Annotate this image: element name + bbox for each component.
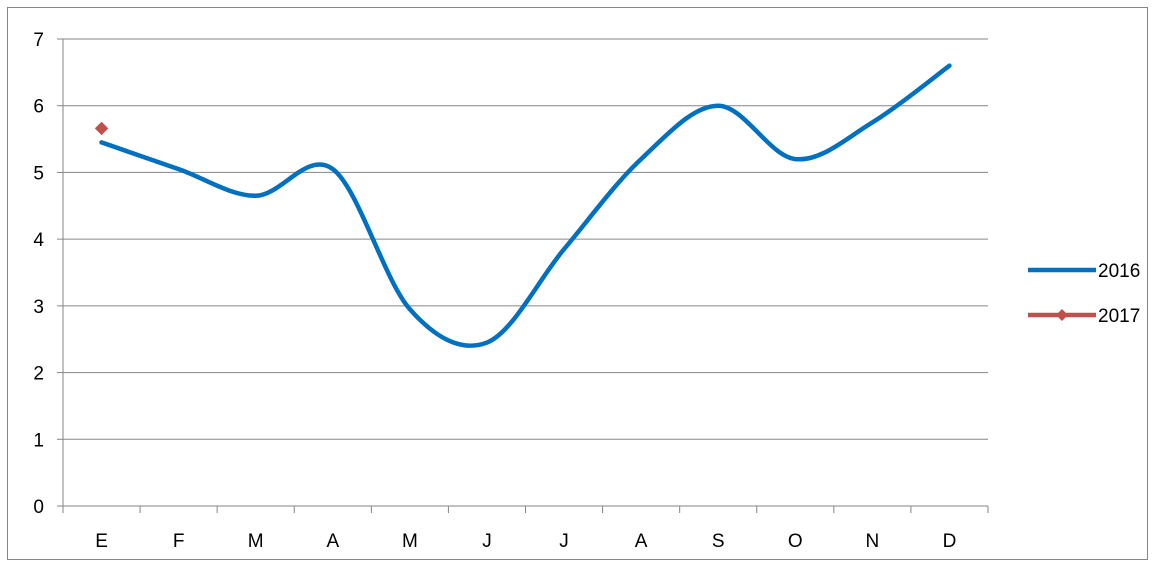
x-tick-label: A xyxy=(326,531,339,552)
y-tick-label: 2 xyxy=(33,364,44,385)
series-lines xyxy=(94,63,952,348)
y-tick-label: 6 xyxy=(33,97,44,118)
gridlines xyxy=(63,38,988,440)
x-tick-label: F xyxy=(173,531,185,552)
y-axis-tick-labels: 0 1 2 3 4 5 6 7 xyxy=(33,30,44,518)
legend: 2016 2017 xyxy=(1028,261,1140,327)
legend-label: 2016 xyxy=(1098,261,1140,282)
x-tick-label: J xyxy=(482,531,492,552)
x-tick-label: S xyxy=(712,531,725,552)
x-tick-label: M xyxy=(248,531,264,552)
y-tick-label: 7 xyxy=(33,30,44,51)
chart-frame xyxy=(7,7,1148,560)
x-tick-label: E xyxy=(95,531,108,552)
x-tick-label: O xyxy=(788,531,803,552)
legend-marker-2017 xyxy=(1056,309,1068,321)
x-tick-label: M xyxy=(402,531,418,552)
data-point-2017 xyxy=(94,121,109,136)
series-line-2016 xyxy=(99,63,952,348)
axes xyxy=(57,38,989,513)
y-tick-label: 5 xyxy=(33,163,44,184)
y-tick-label: 1 xyxy=(33,430,44,451)
y-tick-label: 0 xyxy=(33,497,44,518)
legend-label: 2017 xyxy=(1098,306,1140,327)
x-tick-label: N xyxy=(866,531,880,552)
y-tick-label: 4 xyxy=(33,230,44,251)
x-tick-label: A xyxy=(635,531,648,552)
y-tick-label: 3 xyxy=(33,297,44,318)
x-tick-label: D xyxy=(943,531,957,552)
x-tick-label: J xyxy=(559,531,569,552)
